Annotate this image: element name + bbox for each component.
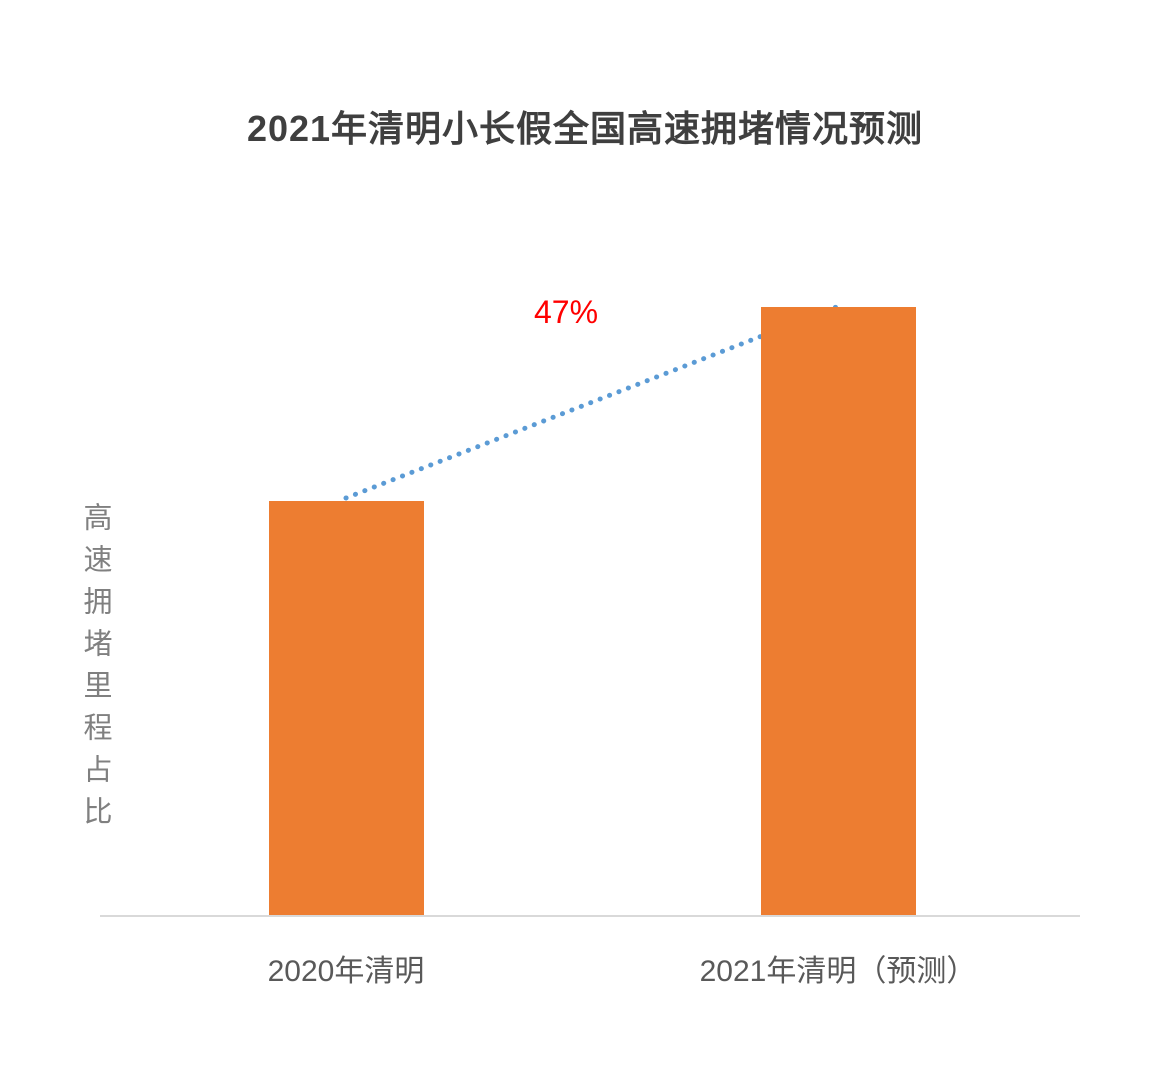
x-axis-line	[100, 915, 1080, 917]
x-label-2021-forecast: 2021年清明（预测）	[699, 955, 977, 988]
chart-title: 2021年清明小长假全国高速拥堵情况预测	[246, 108, 924, 149]
x-label-2020: 2020年清明	[267, 955, 425, 988]
y-axis-label: 高速拥堵里程占比	[79, 502, 111, 838]
growth-annotation: 47%	[533, 294, 599, 330]
bar-2020-qingming	[268, 501, 424, 915]
bar-2021-qingming-forecast	[760, 307, 916, 915]
